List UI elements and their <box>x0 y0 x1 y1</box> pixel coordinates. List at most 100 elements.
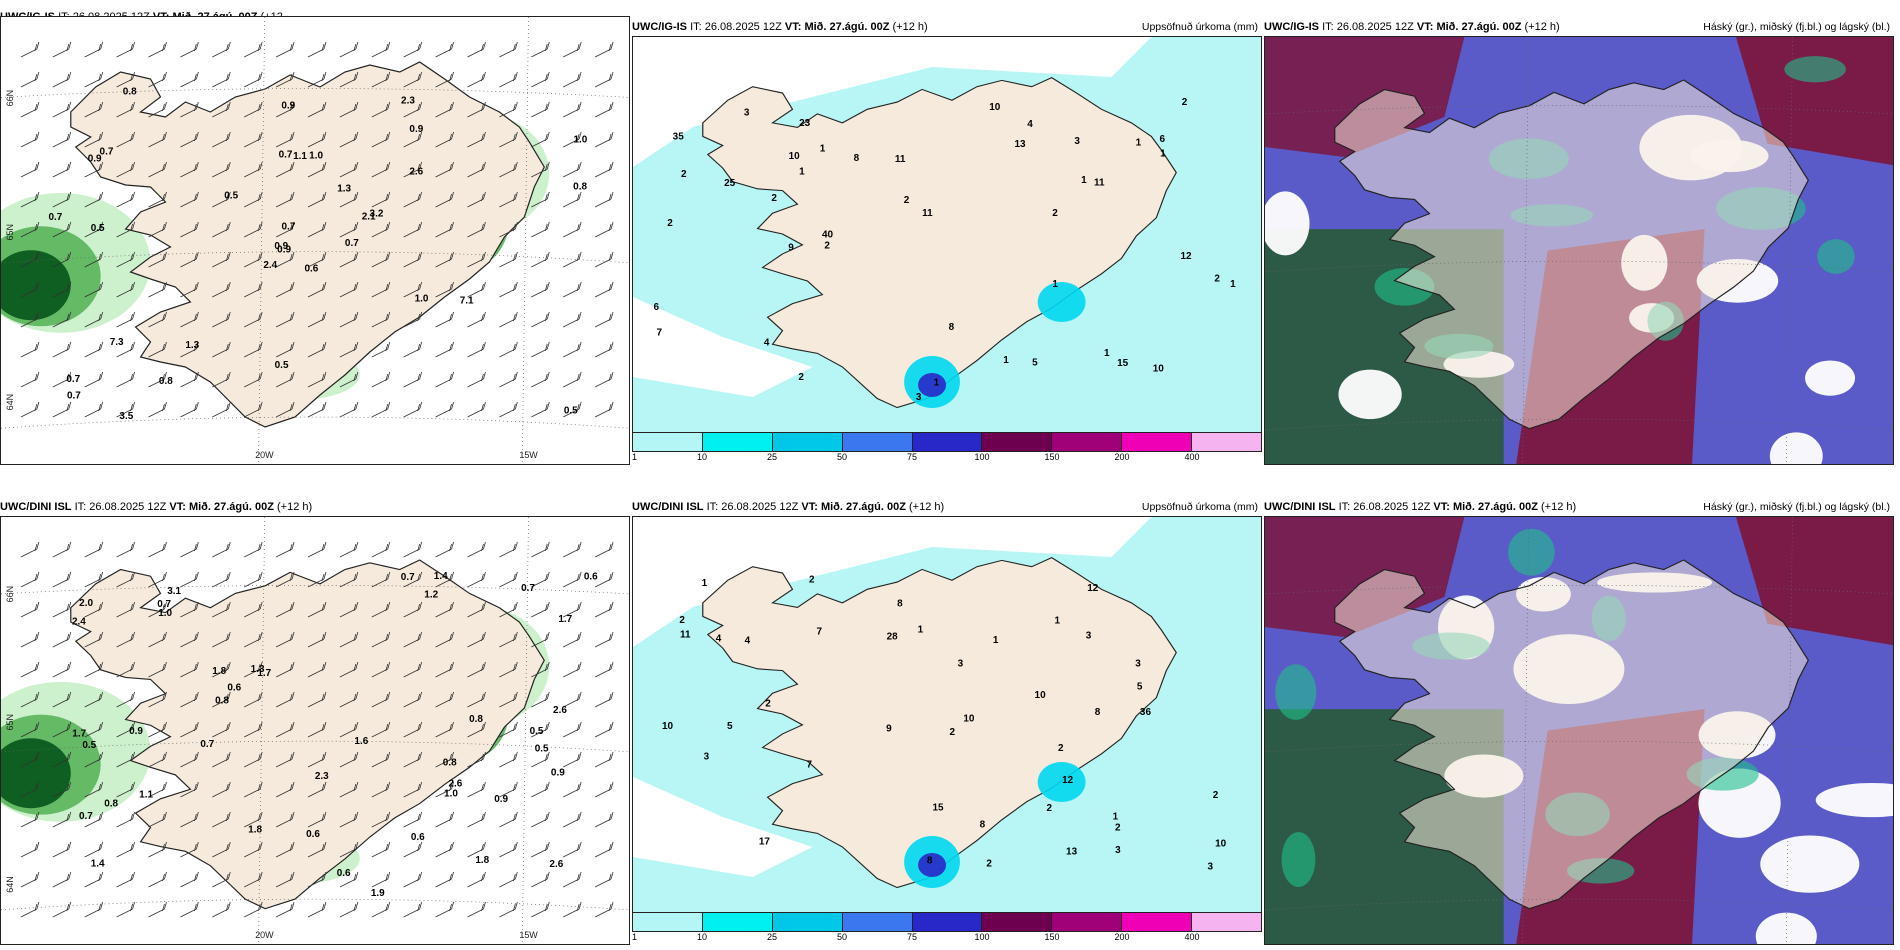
gust-value-label: 0.6 <box>411 832 425 843</box>
wind-barb <box>467 601 486 618</box>
wind-barb <box>563 191 582 208</box>
wind-barb <box>563 341 582 358</box>
wind-barb <box>435 871 454 888</box>
colorbar-segment <box>702 913 773 931</box>
wind-barb <box>244 721 263 738</box>
wind-barb <box>212 781 231 798</box>
wind-barb <box>499 161 518 178</box>
wind-barb <box>339 601 359 618</box>
colorbar-segment <box>1192 913 1262 931</box>
precip-value-label: 4 <box>1027 119 1033 130</box>
wind-barb <box>116 901 135 918</box>
wind-barb <box>594 781 614 798</box>
wind-barb <box>307 221 327 238</box>
wind-barb <box>275 131 295 148</box>
wind-barb <box>275 721 295 738</box>
wind-barb <box>212 541 231 558</box>
precip-value-label: 3 <box>1074 136 1080 147</box>
gust-value-label: 0.5 <box>82 740 96 751</box>
wind-barb <box>116 221 135 238</box>
wind-barb <box>371 71 391 88</box>
wind-barb <box>435 101 454 118</box>
wind-barb <box>499 781 518 798</box>
panel-header: UWC/IG-IS IT: 26.08.2025 12Z VT: Mið. 27… <box>632 21 1258 33</box>
wind-barb <box>531 571 550 588</box>
panel-bottom-cloud: UWC/DINI ISL IT: 26.08.2025 12Z VT: Mið.… <box>1264 490 1894 945</box>
lead-time: (+12 h) <box>892 21 928 33</box>
precip-value-label: 2 <box>798 372 804 383</box>
wind-barb <box>531 371 550 388</box>
wind-barb <box>531 131 550 148</box>
wind-barb <box>116 751 135 768</box>
wind-barb <box>84 341 104 358</box>
wind-barb <box>371 871 391 888</box>
gust-value-label: 1.0 <box>309 151 323 162</box>
wind-barb <box>275 161 295 178</box>
precip-value-label: 2 <box>986 858 992 869</box>
wind-barb <box>435 751 454 768</box>
wind-barb <box>84 661 104 678</box>
wind-barb <box>594 221 614 238</box>
wind-barb <box>531 41 550 58</box>
wind-barb <box>307 341 327 358</box>
gust-value-label: 2.4 <box>263 260 277 271</box>
wind-barb <box>52 41 72 58</box>
wind-barbs <box>20 541 614 918</box>
wind-barb <box>84 631 104 648</box>
wind-barb <box>307 721 327 738</box>
gust-value-label: 1.8 <box>248 825 262 836</box>
wind-barb <box>180 781 199 798</box>
wind-barb <box>307 871 327 888</box>
wind-barb <box>563 311 582 328</box>
wind-barb <box>594 371 614 388</box>
precip-value-label: 1 <box>799 166 805 177</box>
wind-barb <box>180 661 199 678</box>
gust-value-label: 0.6 <box>584 571 598 582</box>
wind-barb <box>594 161 614 178</box>
wind-barb <box>403 191 423 208</box>
gust-value-label: 0.8 <box>443 757 457 768</box>
wind-barb <box>148 221 167 238</box>
wind-barb <box>594 841 614 858</box>
wind-barb <box>116 191 135 208</box>
wind-barb <box>52 871 72 888</box>
precip-value-label: 10 <box>1215 839 1227 850</box>
wind-barb <box>563 841 582 858</box>
wind-barb <box>435 71 454 88</box>
precip-value-label: 10 <box>789 151 801 162</box>
wind-barb <box>531 221 550 238</box>
wind-barb <box>180 811 199 828</box>
wind-barb <box>275 311 295 328</box>
precip-value-label: 1 <box>1160 149 1166 160</box>
precip-value-label: 13 <box>1066 847 1078 858</box>
wind-barb <box>20 401 40 418</box>
wind-barb <box>116 721 135 738</box>
wind-barb <box>116 811 135 828</box>
gust-value-label-group: 0.8 0.5 1.4 3.1 1.7 1.8 0.7 1.2 1.8 1.9 2.4 1.7 2.0 2… <box>72 571 598 899</box>
wind-barb <box>467 281 486 298</box>
wind-barb <box>275 251 295 268</box>
wind-barb <box>116 341 135 358</box>
wind-barb <box>244 71 263 88</box>
wind-barb <box>403 541 423 558</box>
wind-barb <box>20 841 40 858</box>
wind-barb <box>531 661 550 678</box>
wind-barb <box>116 691 135 708</box>
wind-barb <box>371 751 391 768</box>
precip-value-label: 12 <box>1087 583 1099 594</box>
wind-barb <box>563 41 582 58</box>
gust-value-label: 3.1 <box>167 586 181 597</box>
wind-barb <box>148 661 167 678</box>
wind-barb <box>339 401 359 418</box>
precip-value-label: 3 <box>1115 845 1121 856</box>
wind-barb <box>52 811 72 828</box>
gust-value-label: 3.2 <box>370 208 384 219</box>
wind-barb <box>339 161 359 178</box>
wind-barb <box>499 811 518 828</box>
colorbar-tick-label: 50 <box>836 932 848 942</box>
wind-map: 66N 65N 64N 20W 15W 0.8 0.5 1.4 3.1 1.7 1.8 0.7 1.2 1… <box>0 516 630 945</box>
wind-barb <box>594 281 614 298</box>
cloud-map <box>1264 36 1894 465</box>
gust-value-label: 0.8 <box>469 714 483 725</box>
wind-barb <box>499 571 518 588</box>
